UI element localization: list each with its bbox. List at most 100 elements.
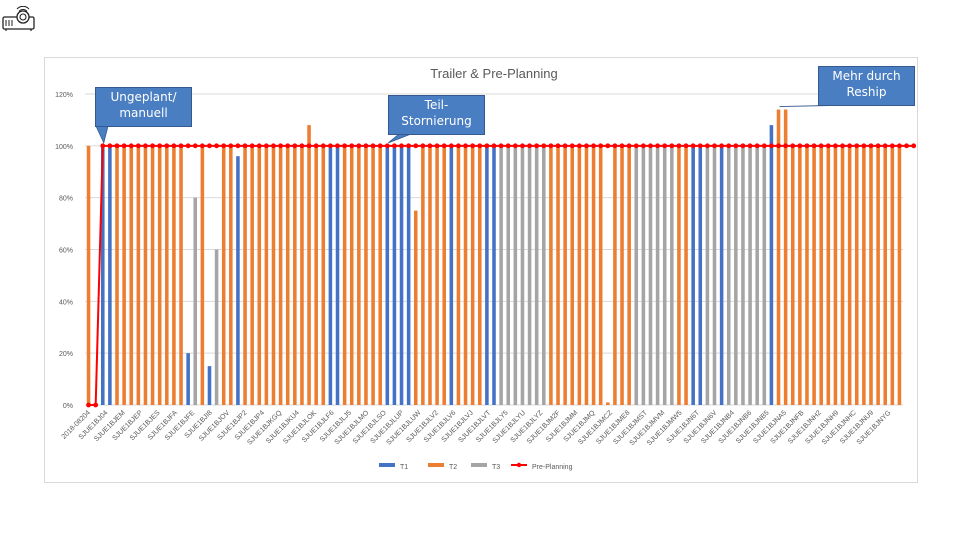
projector-icon [2,6,35,31]
pre-planning-marker [356,143,362,149]
pre-planning-marker [306,143,312,149]
pre-planning-marker [868,143,874,149]
pre-planning-marker [199,143,205,149]
pre-planning-marker [726,143,732,149]
bar-t3 [648,145,653,405]
pre-planning-marker [569,143,575,149]
bar-t2 [271,145,276,405]
pre-planning-marker [897,143,902,149]
pre-planning-marker [512,143,518,149]
pre-planning-marker [171,143,177,149]
pre-planning-marker [377,143,383,149]
pre-planning-marker [534,143,540,149]
bar-t2 [477,145,482,405]
pre-planning-marker [648,143,653,149]
bar-t3 [634,145,639,405]
bar-t2 [157,145,162,405]
bar-t2 [278,145,283,405]
pre-planning-marker [100,143,106,149]
pre-planning-marker [605,143,611,149]
pre-planning-marker [285,143,291,149]
bar-t2 [307,125,311,405]
pre-planning-marker [477,143,483,149]
pre-planning-marker [93,402,99,408]
bar-t1 [691,145,695,405]
bar-t2 [435,145,439,405]
pre-planning-marker [164,143,170,149]
pre-planning-marker [797,143,803,149]
pre-planning-marker [271,143,276,149]
bar-t2 [876,145,880,405]
bar-t3 [748,145,752,405]
bar-t2 [243,145,247,405]
bar-t2 [321,145,326,405]
bar-t2 [250,145,254,405]
pre-planning-marker [712,143,717,149]
bar-t2 [570,145,575,405]
pre-planning-marker [854,143,860,149]
bar-t2 [129,145,134,405]
pre-planning-marker [86,402,91,408]
bar-t2 [798,145,802,405]
bar-t2 [200,145,205,405]
pre-planning-marker [719,143,725,149]
pre-planning-marker [456,143,461,149]
bar-t2 [257,145,262,405]
pre-planning-marker [591,143,596,149]
pre-planning-marker [861,143,867,149]
pre-planning-marker [541,143,547,149]
legend-marker-pre-planning [516,462,522,468]
bar-t2 [300,145,304,405]
bar-t1 [492,145,496,405]
bar-t2 [364,145,368,405]
bar-t1 [186,353,190,405]
pre-planning-marker [740,143,746,149]
legend-swatch-t2 [428,463,444,467]
pre-planning-marker [761,143,767,149]
pre-planning-marker [278,143,284,149]
pre-planning-marker [640,143,646,149]
bar-t3 [741,145,745,405]
pre-planning-marker [662,143,668,149]
pre-planning-marker [875,143,881,149]
pre-planning-marker [783,143,789,149]
pre-planning-marker [690,143,696,149]
pre-planning-marker [157,143,163,149]
bar-t2 [890,145,895,405]
bar-t2 [805,145,809,405]
pre-planning-marker [676,143,682,149]
bar-t2 [229,145,233,405]
bar-t2 [122,145,126,405]
callout-pointer [388,133,412,144]
pre-planning-marker [328,143,333,149]
pre-planning-marker [520,143,525,149]
pre-planning-marker [427,143,433,149]
pre-planning-marker [633,143,639,149]
bar-t2 [563,145,567,405]
pre-planning-marker [904,143,909,149]
bar-t3 [214,249,219,405]
bar-t3 [542,145,546,405]
pre-planning-marker [434,143,440,149]
bar-t2 [606,402,610,405]
pre-planning-marker [399,143,404,149]
pre-planning-marker [128,143,134,149]
bar-t2 [221,145,226,405]
bar-t1 [485,145,489,405]
pre-planning-marker [655,143,660,149]
bar-t2 [819,145,823,405]
pre-planning-marker [697,143,703,149]
pre-planning-marker [107,143,113,149]
pre-planning-marker [626,143,632,149]
bar-t2 [115,145,119,405]
pre-planning-marker [313,143,319,149]
pre-planning-marker [256,143,262,149]
pre-planning-marker [384,143,390,149]
pre-planning-marker [221,143,227,149]
bar-t3 [655,145,660,405]
bar-t2 [854,145,859,405]
pre-planning-marker [555,143,561,149]
legend-label-t3: T3 [492,464,500,471]
bar-t2 [833,145,838,405]
callout-mehr-durch-reship: Mehr durch Reship [818,66,915,106]
